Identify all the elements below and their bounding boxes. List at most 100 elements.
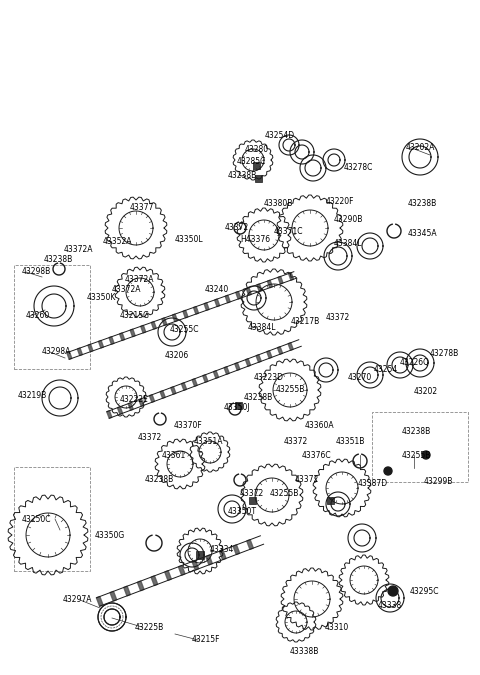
Polygon shape bbox=[110, 591, 117, 601]
Text: 43202A: 43202A bbox=[406, 142, 435, 151]
Text: 43338: 43338 bbox=[378, 601, 402, 610]
Polygon shape bbox=[233, 545, 240, 555]
Text: 43255B: 43255B bbox=[276, 385, 305, 394]
Text: 43372: 43372 bbox=[240, 489, 264, 499]
Text: 43372: 43372 bbox=[295, 475, 319, 483]
Polygon shape bbox=[192, 560, 199, 570]
Text: 43250C: 43250C bbox=[22, 514, 51, 524]
Polygon shape bbox=[236, 292, 241, 299]
Text: 43255B: 43255B bbox=[402, 450, 432, 460]
Polygon shape bbox=[215, 299, 220, 306]
Text: 43372: 43372 bbox=[225, 223, 249, 232]
Text: 43351A: 43351A bbox=[194, 437, 224, 446]
Polygon shape bbox=[88, 344, 93, 352]
Polygon shape bbox=[124, 586, 131, 596]
Text: 43377: 43377 bbox=[130, 203, 155, 213]
Text: 43361: 43361 bbox=[162, 452, 186, 460]
Text: 43255C: 43255C bbox=[170, 325, 200, 335]
Text: 43254D: 43254D bbox=[265, 132, 295, 140]
Polygon shape bbox=[77, 348, 83, 356]
Polygon shape bbox=[149, 395, 155, 402]
Polygon shape bbox=[288, 343, 293, 350]
Circle shape bbox=[388, 586, 398, 596]
Text: 43350J: 43350J bbox=[224, 404, 251, 412]
Text: 43384L: 43384L bbox=[334, 238, 362, 248]
Bar bbox=[252, 161, 260, 169]
Polygon shape bbox=[267, 280, 273, 288]
Text: 43222E: 43222E bbox=[120, 396, 149, 404]
Text: 43298A: 43298A bbox=[42, 348, 72, 356]
Text: 43219B: 43219B bbox=[18, 391, 47, 400]
Polygon shape bbox=[267, 351, 272, 358]
Polygon shape bbox=[256, 355, 261, 362]
Text: 43338B: 43338B bbox=[290, 647, 319, 655]
Text: 43226Q: 43226Q bbox=[400, 358, 430, 367]
Polygon shape bbox=[247, 540, 253, 549]
Text: 43370F: 43370F bbox=[174, 421, 203, 429]
Polygon shape bbox=[130, 329, 135, 337]
Text: 43371C: 43371C bbox=[274, 227, 303, 236]
Text: 43297A: 43297A bbox=[63, 595, 93, 605]
Polygon shape bbox=[160, 391, 165, 398]
Polygon shape bbox=[151, 576, 157, 585]
Text: 43376C: 43376C bbox=[302, 452, 332, 460]
Text: 43215G: 43215G bbox=[120, 310, 150, 319]
Text: 43290B: 43290B bbox=[334, 215, 363, 225]
Polygon shape bbox=[109, 337, 114, 344]
Text: 43380B: 43380B bbox=[264, 200, 293, 209]
Text: 43350T: 43350T bbox=[228, 508, 257, 516]
Text: 43240: 43240 bbox=[205, 286, 229, 294]
Bar bbox=[14, 265, 90, 369]
Polygon shape bbox=[181, 383, 187, 390]
Text: 43295C: 43295C bbox=[410, 587, 440, 597]
Polygon shape bbox=[225, 295, 230, 303]
Polygon shape bbox=[98, 340, 104, 348]
Text: 43372: 43372 bbox=[138, 433, 162, 443]
Polygon shape bbox=[139, 399, 144, 406]
Polygon shape bbox=[278, 277, 283, 284]
Polygon shape bbox=[183, 310, 188, 318]
Circle shape bbox=[384, 467, 392, 475]
Polygon shape bbox=[257, 284, 262, 292]
Bar bbox=[372, 412, 468, 482]
Polygon shape bbox=[219, 550, 226, 560]
Text: 43217B: 43217B bbox=[291, 317, 320, 325]
Text: 43238B: 43238B bbox=[408, 200, 437, 209]
Polygon shape bbox=[246, 288, 252, 295]
Bar bbox=[249, 497, 255, 504]
Circle shape bbox=[422, 451, 430, 459]
Polygon shape bbox=[179, 566, 185, 575]
Text: 43254: 43254 bbox=[374, 365, 398, 375]
Text: 43278C: 43278C bbox=[344, 163, 373, 173]
Text: 43384L: 43384L bbox=[248, 323, 276, 331]
Text: 43223D: 43223D bbox=[254, 373, 284, 383]
Polygon shape bbox=[171, 387, 176, 394]
Polygon shape bbox=[128, 403, 133, 410]
Text: 43387D: 43387D bbox=[358, 479, 388, 487]
Polygon shape bbox=[214, 371, 218, 378]
Text: 43372A: 43372A bbox=[112, 284, 142, 294]
Polygon shape bbox=[96, 597, 103, 606]
Bar bbox=[235, 402, 241, 408]
Text: H43376: H43376 bbox=[240, 236, 270, 244]
Text: 43345A: 43345A bbox=[408, 230, 438, 238]
Text: 43238B: 43238B bbox=[244, 394, 273, 402]
Text: 43351B: 43351B bbox=[336, 437, 365, 446]
Text: 43202: 43202 bbox=[414, 387, 438, 396]
Text: 43220F: 43220F bbox=[326, 198, 355, 207]
Text: 43255B: 43255B bbox=[270, 489, 300, 499]
Text: 43310: 43310 bbox=[325, 622, 349, 632]
Polygon shape bbox=[203, 375, 208, 382]
Bar bbox=[14, 467, 90, 571]
Text: 43350K: 43350K bbox=[87, 294, 116, 302]
Text: 43299B: 43299B bbox=[424, 477, 454, 485]
Polygon shape bbox=[141, 325, 146, 333]
Polygon shape bbox=[224, 367, 229, 374]
Text: 43225B: 43225B bbox=[135, 622, 164, 632]
Text: 43278B: 43278B bbox=[430, 348, 459, 358]
Polygon shape bbox=[193, 306, 199, 314]
Text: 43372: 43372 bbox=[284, 437, 308, 446]
Text: 43360A: 43360A bbox=[305, 421, 335, 429]
Text: 43334: 43334 bbox=[210, 545, 234, 554]
Text: 43350L: 43350L bbox=[175, 236, 204, 244]
